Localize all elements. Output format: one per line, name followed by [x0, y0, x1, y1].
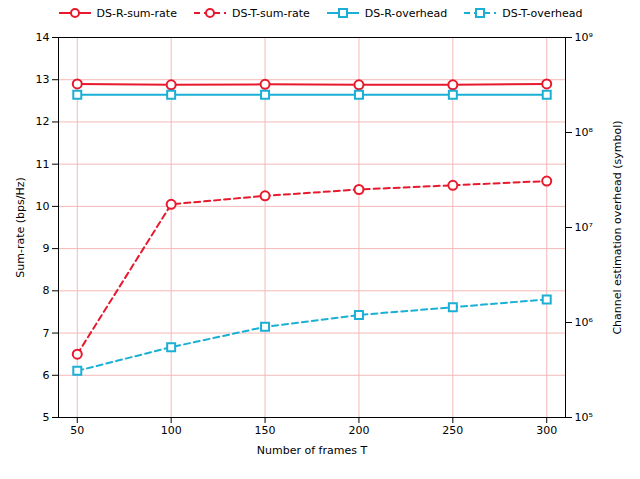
- svg-text:Number of frames T: Number of frames T: [257, 444, 368, 457]
- svg-text:5: 5: [43, 411, 50, 424]
- html-text:DS-R-overhead: DS-R-overhead: [364, 6, 448, 20]
- svg-text:10: 10: [36, 200, 50, 213]
- svg-text:Channel estimation overhead (s: Channel estimation overhead (symbol): [611, 120, 624, 334]
- svg-text:10⁶: 10⁶: [575, 316, 594, 329]
- svg-text:300: 300: [536, 424, 557, 437]
- svg-text:Sum-rate (bps/Hz): Sum-rate (bps/Hz): [14, 177, 27, 278]
- svg-text:150: 150: [255, 424, 276, 437]
- svg-text:12: 12: [36, 115, 50, 128]
- svg-text:10⁵: 10⁵: [575, 411, 593, 424]
- svg-text:14: 14: [36, 31, 50, 44]
- html-text:DS-T-overhead: DS-T-overhead: [502, 6, 583, 20]
- svg-text:200: 200: [348, 424, 369, 437]
- html-text:DS-R-sum-rate: DS-R-sum-rate: [96, 6, 177, 20]
- svg-text:9: 9: [43, 242, 50, 255]
- svg-text:11: 11: [36, 158, 50, 171]
- svg-text:100: 100: [161, 424, 182, 437]
- svg-text:10⁹: 10⁹: [575, 31, 593, 44]
- svg-text:13: 13: [36, 73, 50, 86]
- svg-text:10⁷: 10⁷: [575, 221, 593, 234]
- svg-text:10⁸: 10⁸: [575, 126, 594, 139]
- svg-text:50: 50: [70, 424, 84, 437]
- svg-text:6: 6: [43, 369, 50, 382]
- svg-text:7: 7: [43, 327, 50, 340]
- svg-text:8: 8: [43, 284, 50, 297]
- html-text:DS-T-sum-rate: DS-T-sum-rate: [231, 6, 310, 20]
- svg-text:250: 250: [442, 424, 463, 437]
